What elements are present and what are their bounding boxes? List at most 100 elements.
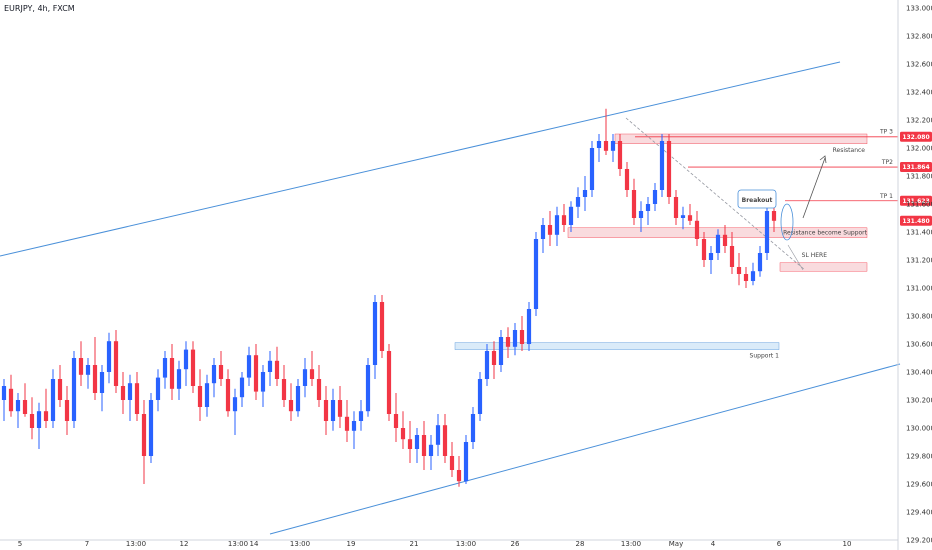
y-tick-label: 130.200 <box>906 397 932 405</box>
candle-body <box>736 267 742 274</box>
candle-body <box>638 211 644 218</box>
candle-body <box>491 351 497 365</box>
candle-body <box>407 439 413 449</box>
candle-body <box>92 365 98 393</box>
x-tick-label: 4 <box>711 540 716 548</box>
candle-body <box>750 271 756 281</box>
candle-body <box>218 365 224 379</box>
candle-body <box>428 444 434 456</box>
y-tick-label: 130.800 <box>906 313 932 321</box>
candle-body <box>351 421 357 431</box>
candle-body <box>470 414 476 442</box>
candle-body <box>435 425 441 445</box>
y-tick-label: 130.600 <box>906 341 932 349</box>
candle-body <box>659 141 665 190</box>
annotations-layer: TP 3 TP2 TP 1 Resistance Resistance become S… <box>737 128 932 360</box>
candle-body <box>120 386 126 400</box>
candle-body <box>617 141 623 169</box>
candle-body <box>43 411 49 421</box>
y-tick-label: 129.400 <box>906 509 932 517</box>
x-tick-label: 13:00 <box>290 540 310 548</box>
x-tick-label: 6 <box>777 540 782 548</box>
candles-layer <box>1 108 777 487</box>
candle-body <box>568 206 574 225</box>
candle-body <box>498 337 504 365</box>
descending-trendline <box>625 117 806 271</box>
candle-body <box>36 411 42 428</box>
projection-arrow <box>802 157 826 219</box>
resistance-zone <box>614 133 868 145</box>
candle-body <box>106 341 112 372</box>
y-tick-label: 132.800 <box>906 33 932 41</box>
candle-body <box>512 330 518 347</box>
candle-body <box>260 372 266 392</box>
candle-body <box>393 414 399 428</box>
candle-body <box>211 365 217 384</box>
candle-body <box>134 383 140 414</box>
x-tick-label: 7 <box>85 540 89 548</box>
x-tick-label: 28 <box>576 540 585 548</box>
candle-body <box>701 239 707 260</box>
price-badge-label: 132.080 <box>902 134 929 141</box>
candle-body <box>540 225 546 239</box>
candle-body <box>526 309 532 344</box>
y-tick-label: 133.000 <box>906 5 932 13</box>
y-tick-label: 130.400 <box>906 369 932 377</box>
breakout-circle <box>780 203 794 241</box>
candle-body <box>155 377 161 400</box>
candle-body <box>666 141 672 197</box>
candle-body <box>673 197 679 218</box>
candle-body <box>484 351 490 379</box>
candle-body <box>764 211 770 253</box>
price-badge <box>900 131 932 142</box>
candle-body <box>127 383 133 400</box>
candle-body <box>386 351 392 414</box>
candle-body <box>246 355 252 378</box>
candle-body <box>281 379 287 400</box>
y-tick-label: 132.200 <box>906 117 932 125</box>
candle-body <box>680 215 686 218</box>
candle-body <box>365 365 371 412</box>
support-label: Support 1 <box>750 353 780 360</box>
candle-body <box>323 400 329 421</box>
candle-body <box>519 330 525 344</box>
candle-body <box>29 414 35 428</box>
candle-body <box>708 253 714 260</box>
candle-body <box>400 428 406 440</box>
candle-body <box>50 379 56 421</box>
price-badge-label: 131.623 <box>902 198 929 205</box>
candle-body <box>547 225 553 235</box>
candle-body <box>141 414 147 456</box>
candle-body <box>15 400 21 412</box>
channel-upper-line <box>0 61 841 257</box>
candle-body <box>414 435 420 449</box>
y-tick-label: 130.000 <box>906 425 932 433</box>
candle-body <box>183 349 189 370</box>
candle-body <box>316 379 322 400</box>
candle-body <box>309 369 315 379</box>
x-tick-label: 26 <box>511 540 520 548</box>
x-tick-label: 13:00 <box>228 540 248 548</box>
candle-body <box>295 386 301 412</box>
candle-body <box>232 397 238 412</box>
candle-body <box>169 358 175 389</box>
candle-body <box>722 234 728 246</box>
candle-body <box>554 215 560 235</box>
candle-body <box>253 355 259 392</box>
candle-body <box>358 411 364 421</box>
candle-body <box>631 190 637 218</box>
y-tick-label: 131.800 <box>906 173 932 181</box>
breakout-box <box>737 189 777 209</box>
candle-body <box>344 416 350 431</box>
candle-body <box>771 211 777 221</box>
candle-body <box>162 358 168 378</box>
candle-body <box>463 442 469 482</box>
candle-body <box>603 141 609 151</box>
candle-body <box>197 386 203 407</box>
chart-title: EURJPY, 4h, FXCM <box>4 4 75 13</box>
candle-body <box>113 341 119 386</box>
candle-body <box>610 141 616 151</box>
x-tick-label: 13:00 <box>621 540 641 548</box>
